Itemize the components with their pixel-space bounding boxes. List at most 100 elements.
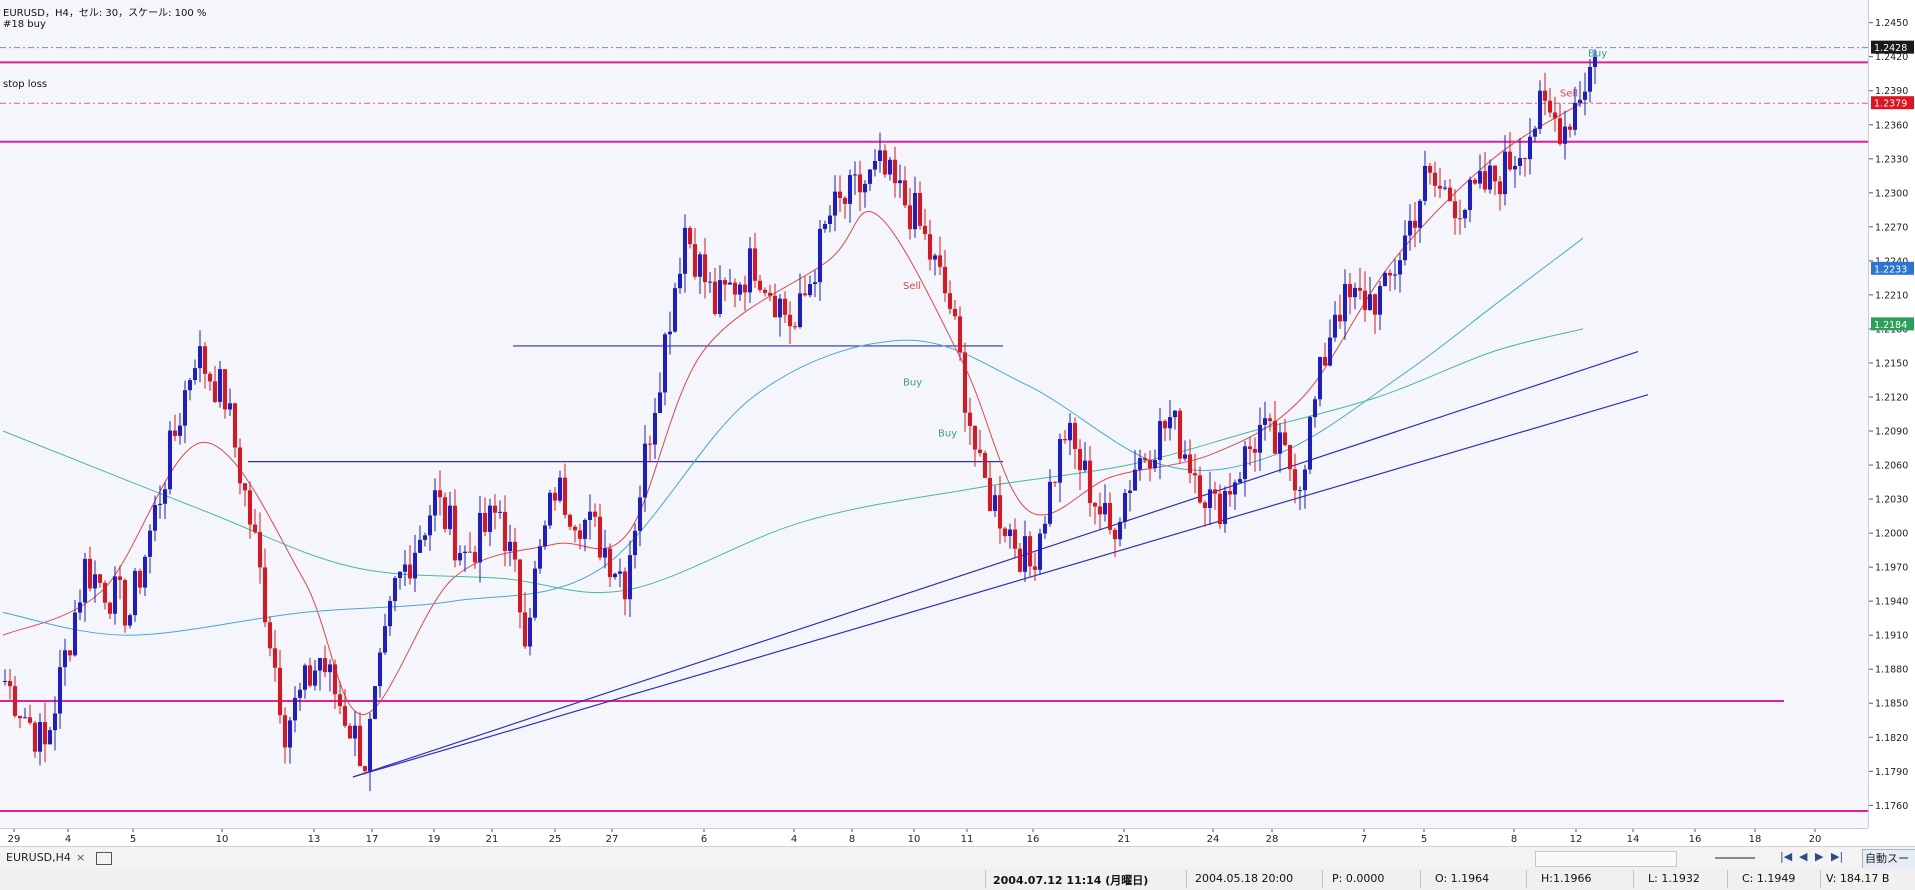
bull-candle	[1563, 126, 1567, 144]
new-window-icon[interactable]	[96, 852, 112, 865]
ma-red-line	[2, 101, 1584, 716]
bull-candle	[478, 512, 482, 563]
bull-candle	[748, 248, 752, 293]
bear-candle	[203, 346, 207, 374]
bear-candle	[893, 159, 897, 184]
status-separator	[1633, 870, 1634, 888]
price-tag	[1871, 261, 1914, 275]
bear-candle	[13, 686, 17, 716]
last-page-icon[interactable]: ▶|	[1831, 850, 1844, 863]
bear-candle	[1053, 481, 1057, 483]
price-tick-label: 1.2210	[1875, 290, 1908, 301]
bull-candle	[683, 227, 687, 274]
bear-candle	[223, 369, 227, 410]
bull-candle	[378, 652, 382, 687]
bear-candle	[1193, 473, 1197, 476]
bull-candle	[1048, 481, 1052, 524]
bear-candle	[978, 449, 982, 454]
bull-candle	[888, 159, 892, 175]
bull-candle	[1313, 399, 1317, 418]
bear-candle	[1028, 536, 1032, 567]
price-axis[interactable]: 1.2450 1.2420 1.2390 1.2360 1.2330 1.2300 1.22…	[1868, 0, 1915, 828]
time-tick-label: 7	[1361, 834, 1367, 845]
bull-candle	[628, 555, 632, 600]
bull-candle	[193, 368, 197, 381]
bull-candle	[638, 497, 642, 531]
bull-candle	[738, 284, 742, 295]
bull-candle	[353, 725, 357, 739]
next-page-icon[interactable]: ▶	[1815, 850, 1824, 863]
bear-candle	[98, 574, 102, 583]
bear-candle	[923, 225, 927, 235]
bear-candle	[1363, 290, 1367, 311]
bear-candle	[283, 715, 287, 748]
bull-candle	[1518, 158, 1522, 166]
bear-candle	[1078, 448, 1082, 471]
bear-candle	[1358, 287, 1362, 291]
price-tag	[1871, 96, 1914, 110]
bull-candle	[653, 412, 657, 445]
bear-candle	[408, 564, 412, 579]
bull-candle	[1513, 165, 1517, 170]
bear-candle	[573, 526, 577, 531]
bear-candle	[1268, 418, 1272, 422]
bull-candle	[533, 568, 537, 618]
bull-candle	[1418, 200, 1422, 228]
bull-candle	[1583, 91, 1587, 100]
bull-candle	[1173, 410, 1177, 418]
bear-candle	[1483, 171, 1487, 190]
bull-candle	[488, 505, 492, 532]
trade-annotation: Buy	[938, 429, 957, 440]
bull-candle	[498, 511, 502, 513]
bear-candle	[858, 174, 862, 193]
bull-candle	[538, 546, 542, 569]
autoscroll-button[interactable]: 自動スー	[1862, 849, 1915, 869]
price-tick-label: 1.1850	[1875, 699, 1908, 710]
time-tick-label: 13	[308, 834, 321, 845]
bear-candle	[598, 516, 602, 558]
time-tick-label: 19	[428, 834, 441, 845]
bull-candle	[1158, 421, 1162, 461]
first-page-icon[interactable]: |◀	[1780, 850, 1793, 863]
bear-candle	[1113, 529, 1117, 540]
scroll-thumb[interactable]	[1715, 857, 1755, 859]
bull-candle	[1128, 490, 1132, 493]
time-tick-label: 27	[606, 834, 619, 845]
bull-candle	[728, 282, 732, 285]
bull-candle	[38, 722, 42, 752]
chart-tab[interactable]: EURUSD,H4	[0, 847, 77, 869]
time-tick-label: 4	[791, 834, 797, 845]
bear-candle	[803, 293, 807, 296]
bear-candle	[903, 180, 907, 206]
bull-candle	[1058, 439, 1062, 483]
bear-candle	[343, 706, 347, 726]
bear-candle	[173, 430, 177, 436]
bull-candle	[228, 403, 232, 410]
time-tick-label: 25	[549, 834, 562, 845]
bull-candle	[798, 293, 802, 328]
status-low: L: 1.1932	[1648, 872, 1700, 885]
bear-candle	[883, 150, 887, 175]
bear-candle	[1093, 503, 1097, 507]
status-separator	[1322, 870, 1323, 888]
bear-candle	[1458, 218, 1462, 220]
bull-candle	[613, 573, 617, 578]
chart-area[interactable]: Sell Buy Buy Buy Sell EURUSD，H4，セル: 30，スケール:…	[0, 0, 1868, 828]
chart-scroll-track[interactable]	[1535, 851, 1677, 867]
bear-candle	[333, 664, 337, 695]
trendline	[352, 351, 1639, 778]
bull-candle	[63, 650, 67, 668]
stop-loss-label: stop loss	[3, 79, 48, 90]
time-tick-label: 14	[1627, 834, 1640, 845]
bear-candle	[1428, 165, 1432, 173]
bear-candle	[1413, 220, 1417, 228]
bear-candle	[938, 255, 942, 267]
bear-candle	[958, 316, 962, 353]
bull-candle	[428, 515, 432, 536]
price-tick-label: 1.2090	[1875, 427, 1908, 438]
bull-candle	[1258, 424, 1262, 453]
chart-canvas[interactable]: Sell Buy Buy Buy Sell	[0, 0, 1868, 828]
close-icon[interactable]: ×	[76, 851, 86, 864]
prev-page-icon[interactable]: ◀	[1799, 850, 1808, 863]
bear-candle	[918, 192, 922, 226]
